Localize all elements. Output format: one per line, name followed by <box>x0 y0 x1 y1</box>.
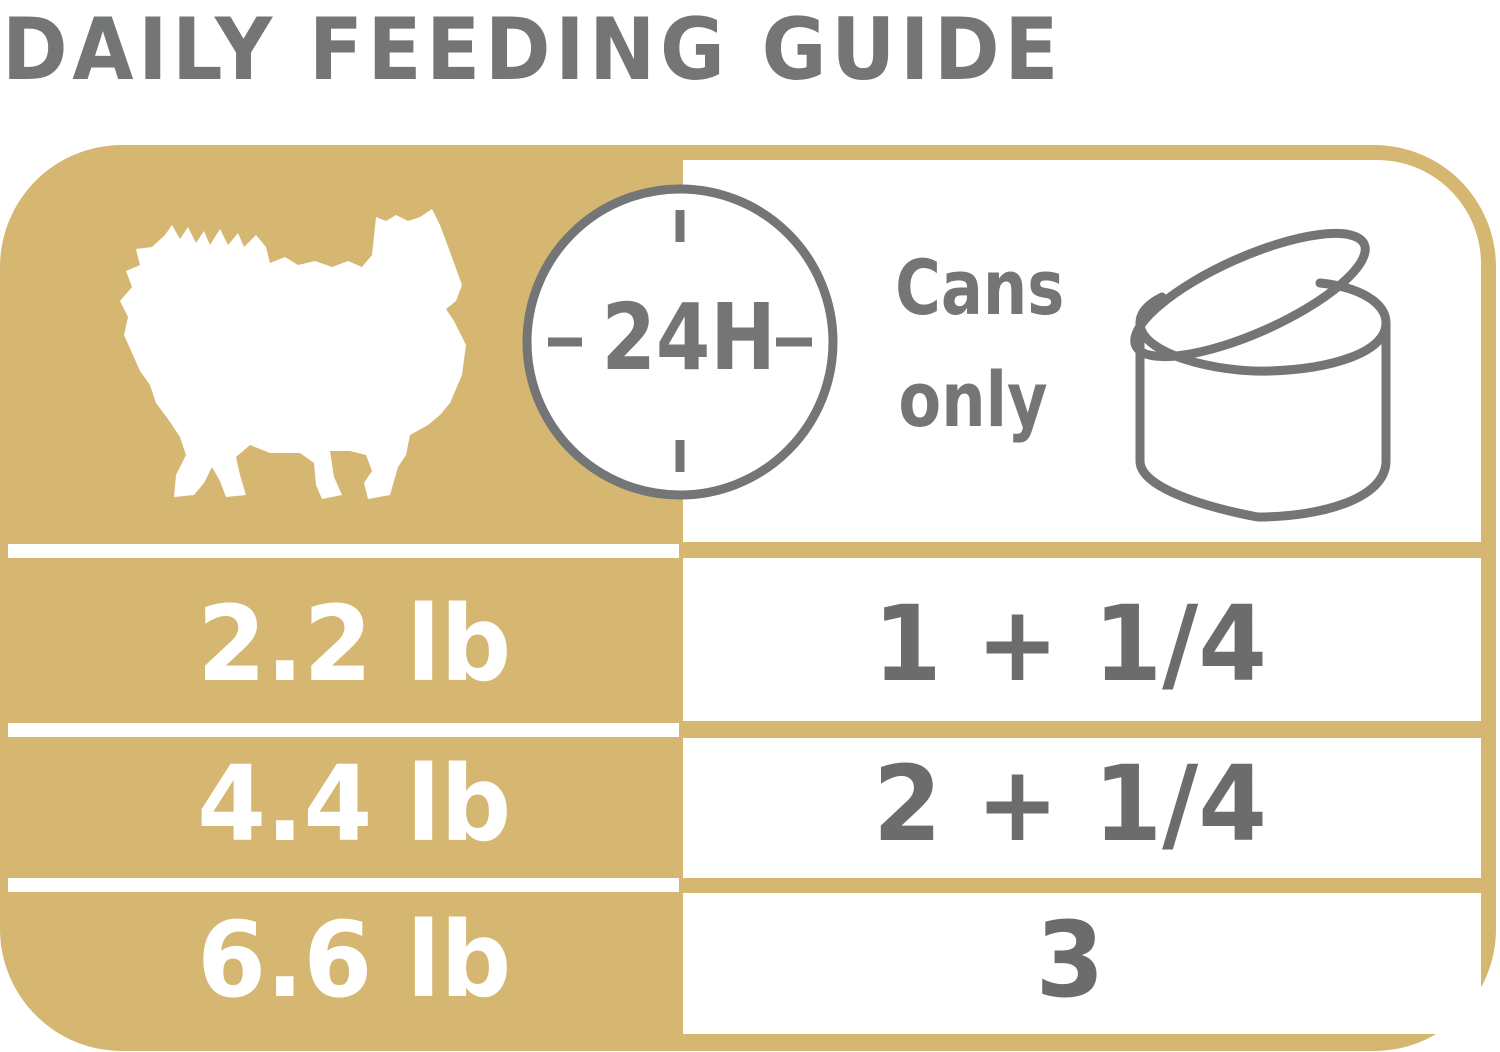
clock-icon <box>522 184 838 500</box>
row-divider <box>8 544 679 558</box>
amount-value: 3 <box>1035 899 1105 1021</box>
page-title: DAILY FEEDING GUIDE <box>2 0 1063 100</box>
weight-value: 4.4 lb <box>197 743 512 865</box>
weight-value: 2.2 lb <box>197 583 512 705</box>
amount-cell <box>683 738 1481 878</box>
can-icon <box>1130 228 1391 522</box>
period-label: 24H <box>601 284 776 391</box>
dog-silhouette-icon <box>120 209 466 499</box>
unit-label-line2: only <box>898 355 1048 444</box>
unit-label-line1: Cans <box>895 243 1065 332</box>
amount-cell <box>683 558 1481 721</box>
row-divider <box>8 878 679 892</box>
amount-cell <box>683 893 1481 1034</box>
row-divider <box>8 723 679 737</box>
amount-value: 2 + 1/4 <box>873 743 1267 865</box>
amount-value: 1 + 1/4 <box>873 583 1267 705</box>
weight-value: 6.6 lb <box>197 899 512 1021</box>
